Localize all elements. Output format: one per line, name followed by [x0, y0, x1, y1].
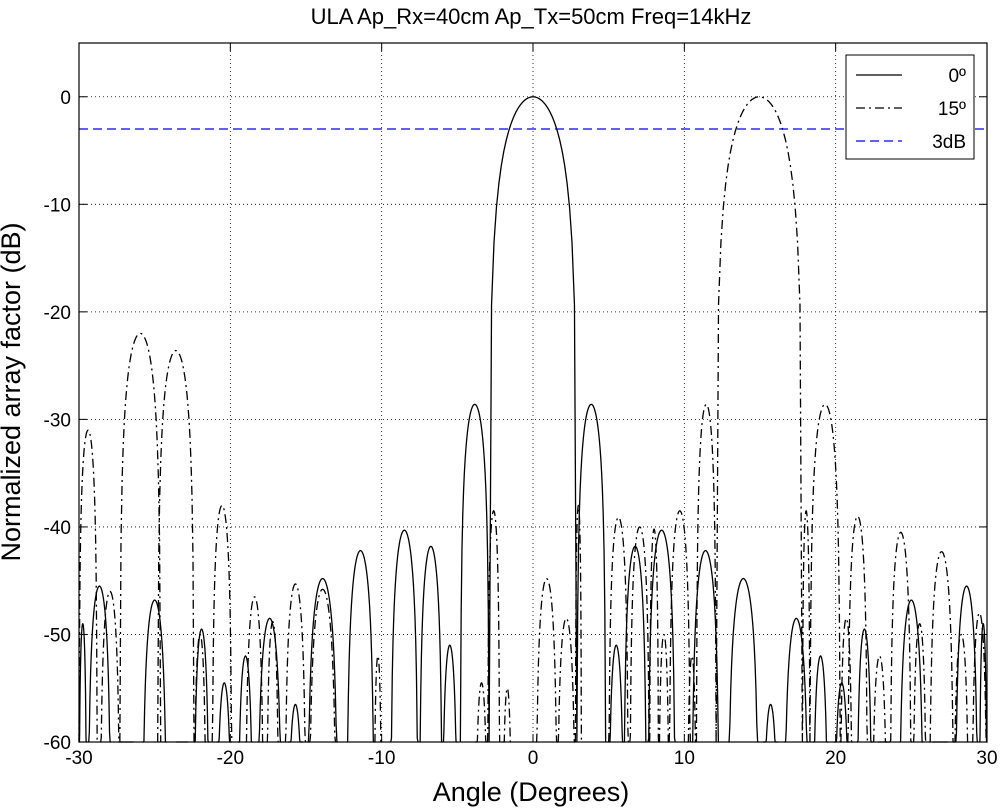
x-tick-label: -10 — [368, 748, 395, 769]
grid-lines — [79, 43, 987, 742]
x-tick-label: 20 — [825, 748, 846, 769]
chart-title: ULA Ap_Rx=40cm Ap_Tx=50cm Freq=14kHz — [311, 4, 752, 29]
y-tick-label: -20 — [44, 303, 71, 324]
x-axis-title: Angle (Degrees) — [433, 777, 630, 807]
legend-box — [845, 54, 975, 160]
y-tick-label: -50 — [44, 625, 71, 646]
x-tick-label: -30 — [65, 748, 92, 769]
series-layer — [78, 96, 988, 743]
y-axis-title: Normalized array factor (dB) — [0, 222, 26, 561]
axis-ticks: -30 -20 -10 0 10 20 30 -60 -50 -40 -30 -20 -10 0 — [44, 43, 998, 769]
legend-label-3: 3dB — [932, 132, 966, 153]
series-2-line — [78, 96, 988, 743]
series-1-line — [78, 96, 988, 743]
x-tick-label: -20 — [217, 748, 244, 769]
x-tick-label: 0 — [528, 748, 539, 769]
y-tick-label: -40 — [44, 518, 71, 539]
legend-label-2: 15º — [938, 99, 966, 120]
y-tick-label: -60 — [44, 733, 71, 754]
y-tick-label: 0 — [60, 88, 71, 109]
legend-label-1: 0º — [948, 66, 966, 87]
y-tick-label: -30 — [44, 410, 71, 431]
x-tick-label: 30 — [976, 748, 997, 769]
y-tick-label: -10 — [44, 195, 71, 216]
x-tick-label: 10 — [674, 748, 695, 769]
legend: 0º 15º 3dB — [845, 54, 975, 160]
